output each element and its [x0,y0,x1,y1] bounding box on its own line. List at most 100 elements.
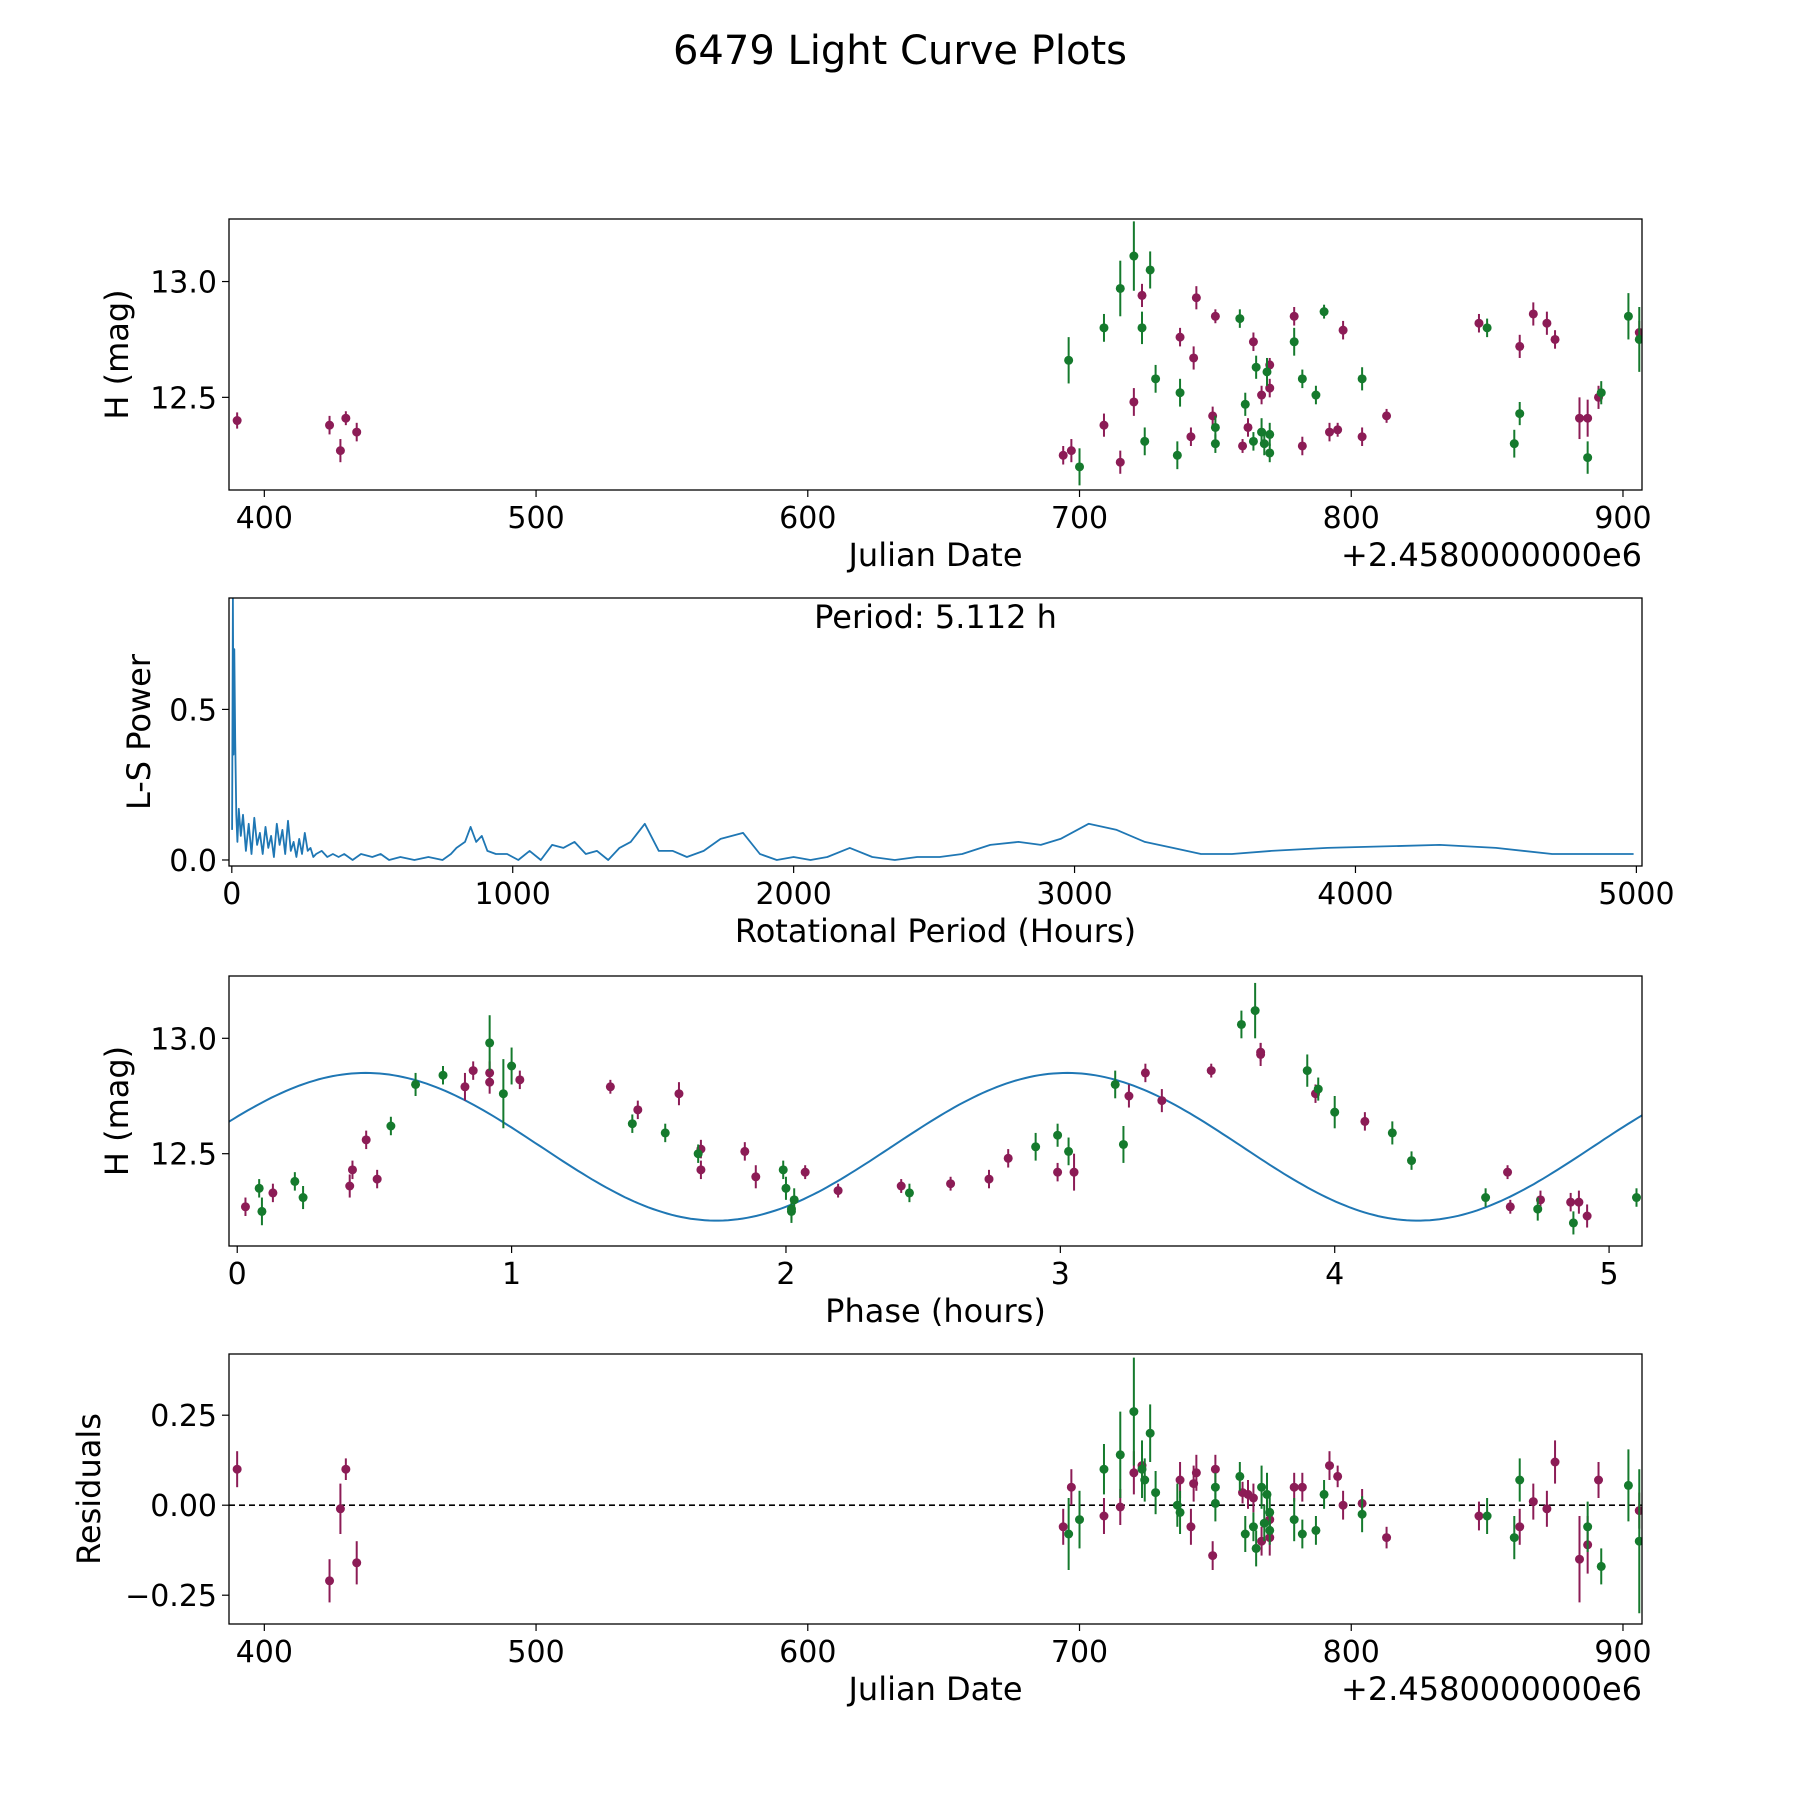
data-point [1248,436,1258,446]
data-point [1175,1475,1185,1485]
data-point [1297,374,1307,384]
x-tick-label: 500 [507,501,564,536]
data-point [1175,388,1185,398]
data-point [232,1464,242,1474]
data-point [347,1165,357,1175]
data-point [1238,441,1248,451]
data-point [1058,450,1068,460]
plot-area-lc [232,221,1642,486]
data-point [627,1119,637,1129]
data-point [1053,1167,1063,1177]
data-point [1407,1156,1417,1166]
data-point [1325,1461,1335,1471]
data-point [1157,1096,1167,1106]
data-point [325,1576,335,1586]
data-point [268,1188,278,1198]
data-point [1509,1533,1519,1543]
data-point [1297,1529,1307,1539]
data-point [232,416,242,426]
data-point [1099,1511,1109,1521]
data-point [1240,399,1250,409]
data-point [1064,355,1074,365]
data-point [325,420,335,430]
fit-curve [229,1071,1642,1222]
x-tick-label: 5 [1600,1257,1619,1292]
y-axis-label: L-S Power [120,653,158,810]
data-point [1145,265,1155,275]
data-point [386,1121,396,1131]
data-point [786,1206,796,1216]
data-point [1058,1522,1068,1532]
data-point [1262,367,1272,377]
data-point [1319,307,1329,317]
periodogram-line [231,598,1634,861]
data-point [1235,1471,1245,1481]
data-point [1115,457,1125,467]
data-point [1236,1019,1246,1029]
axes-lc: 400 500 600 700 800 900 12.5 13.0 Julian Date H (… [98,218,1652,574]
data-point [1110,1079,1120,1089]
data-point [904,1188,914,1198]
y-tick-label: 12.5 [150,381,217,416]
data-point [1210,422,1220,432]
data-point [1248,1493,1258,1503]
x-offset-text: +2.4580000000e6 [1341,536,1642,574]
data-point [1505,1202,1515,1212]
data-point [341,1464,351,1474]
data-point [1568,1218,1578,1228]
x-tick-label: 600 [779,501,836,536]
data-point [290,1176,300,1186]
data-point [352,427,362,437]
data-point [605,1082,615,1092]
data-point [1623,311,1633,321]
data-point [1140,436,1150,446]
x-axis-label: Julian Date [846,536,1022,574]
data-point [1596,388,1606,398]
data-point [1256,1049,1266,1059]
axes-phase: 0 1 2 3 4 5 12.5 13.0 Phase (hours) H (mag) [98,975,1643,1330]
x-axis-label: Julian Date [846,1670,1022,1708]
data-point [1206,1066,1216,1076]
data-point [1066,1482,1076,1492]
data-point [1243,422,1253,432]
data-point [1003,1153,1013,1163]
axes-res: 400 500 600 700 800 900 −0.25 0.00 0.25 Julian Da… [70,1353,1652,1708]
data-point [1265,448,1275,458]
data-point [1297,1482,1307,1492]
data-point [1474,318,1484,328]
x-tick-label: 4000 [1317,877,1393,912]
data-point [1140,1475,1150,1485]
x-tick-label: 400 [236,501,293,536]
data-point [1482,1511,1492,1521]
data-point [660,1128,670,1138]
data-point [1115,1502,1125,1512]
data-point [1566,1197,1576,1207]
data-point [1338,325,1348,335]
data-point [778,1165,788,1175]
data-point [1137,323,1147,333]
data-point [1515,1475,1525,1485]
data-point [1297,441,1307,451]
y-tick-label: 0.0 [169,844,217,879]
x-tick-label: 800 [1323,1635,1380,1670]
data-point [1186,1522,1196,1532]
data-point [1533,1204,1543,1214]
data-point [1596,1561,1606,1571]
data-point [946,1179,956,1189]
data-point [1515,409,1525,419]
x-axis-label: Rotational Period (Hours) [735,912,1136,950]
x-tick-label: 400 [236,1635,293,1670]
data-point [352,1558,362,1568]
data-point [1064,1146,1074,1156]
data-point [1265,429,1275,439]
y-tick-label: 12.5 [150,1138,217,1173]
data-point [1235,314,1245,324]
x-tick-label: 2 [776,1257,795,1292]
x-tick-label: 2000 [755,877,831,912]
data-point [1248,337,1258,347]
data-point [1542,1504,1552,1514]
x-tick-label: 700 [1051,501,1108,536]
data-point [1151,1488,1161,1498]
data-point [1632,1193,1642,1203]
